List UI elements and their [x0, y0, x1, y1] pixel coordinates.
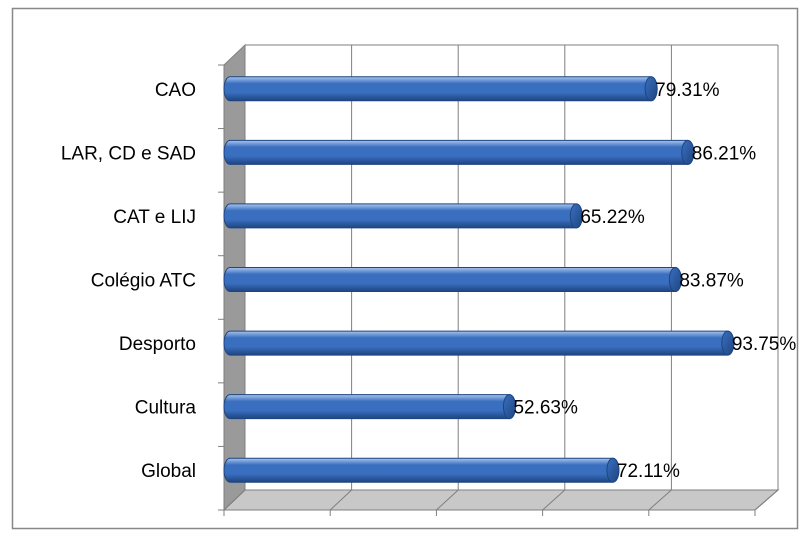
- category-labels: CAO LAR, CD e SAD CAT e LIJ Colégio ATC Desp…: [61, 80, 197, 482]
- bar-body: [223, 394, 516, 420]
- data-label: 79.31%: [655, 80, 720, 101]
- data-label: 93.75%: [732, 334, 797, 355]
- chart-border: [11, 7, 799, 530]
- bar-body: [223, 139, 695, 165]
- floor: [222, 489, 780, 511]
- floor-gridline: [542, 489, 566, 511]
- bar-body: [223, 457, 620, 483]
- bar-body: [223, 267, 682, 292]
- bar-body: [223, 330, 735, 356]
- bar: [223, 139, 695, 165]
- bar-end-cap: [606, 457, 620, 483]
- bar-end-cap: [644, 76, 658, 102]
- data-label: 52.63%: [513, 398, 578, 419]
- bar: [223, 394, 516, 420]
- bar-end-cap: [569, 203, 583, 229]
- category-label: CAO: [155, 80, 196, 101]
- data-label: 65.22%: [580, 207, 645, 228]
- bar: [223, 330, 735, 356]
- category-label: Colégio ATC: [91, 271, 196, 292]
- bars: [223, 76, 735, 483]
- bar-body: [223, 203, 583, 229]
- floor-gridline: [648, 489, 672, 511]
- bar-end-cap: [721, 330, 735, 356]
- bar: [223, 76, 658, 102]
- data-label: 83.87%: [679, 271, 744, 292]
- bar-end-cap: [681, 139, 695, 165]
- data-label: 72.11%: [617, 461, 680, 482]
- bar: [223, 267, 682, 292]
- category-label: CAT e LIJ: [113, 207, 196, 228]
- category-label: Cultura: [135, 398, 197, 419]
- floor-gridline: [223, 489, 246, 511]
- bar-body: [223, 76, 658, 102]
- bar: [223, 457, 620, 483]
- category-label: Global: [141, 461, 196, 482]
- bar-end-cap: [668, 267, 682, 292]
- bar-end-cap: [502, 394, 516, 420]
- floor-gridline: [329, 489, 352, 511]
- floor-gridline: [754, 489, 779, 511]
- data-label: 86.21%: [692, 143, 757, 164]
- floor-gridline: [436, 489, 459, 511]
- value-labels: 79.31% 86.21% 65.22% 83.87% 93.75% 52.63% 72.1…: [513, 80, 796, 482]
- bar: [223, 203, 583, 229]
- category-label: LAR, CD e SAD: [61, 143, 196, 164]
- category-label: Desporto: [119, 334, 196, 355]
